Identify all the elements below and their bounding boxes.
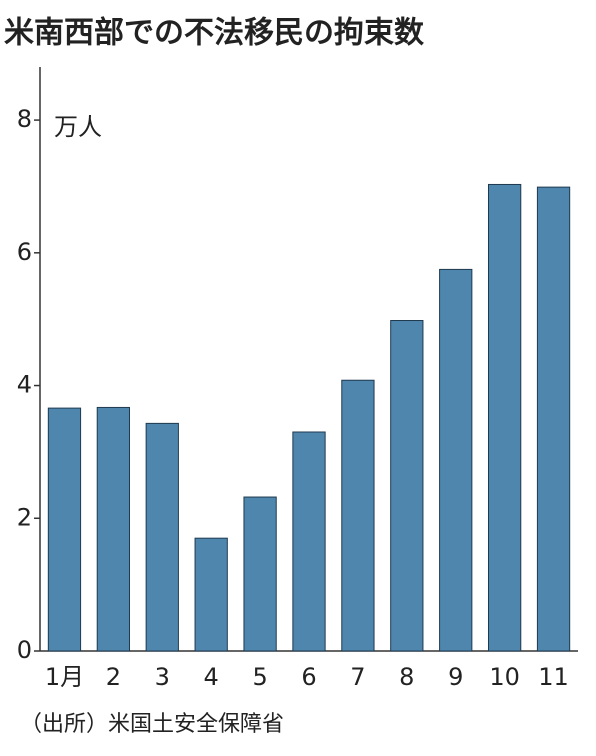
bar xyxy=(47,407,82,652)
y-tick-label: 4 xyxy=(17,371,32,399)
y-tick-label: 6 xyxy=(17,238,32,266)
x-tick-label: 9 xyxy=(448,663,463,691)
x-tick-label: 2 xyxy=(106,663,121,691)
bar xyxy=(96,406,131,652)
bar xyxy=(487,183,522,652)
bar xyxy=(341,379,375,652)
bar xyxy=(536,186,571,652)
x-tick-label: 8 xyxy=(399,663,414,691)
x-tick-label: 1月 xyxy=(45,663,84,691)
x-tick-label: 10 xyxy=(489,663,520,691)
x-tick-label: 4 xyxy=(204,663,219,691)
y-tick-label: 0 xyxy=(17,636,32,664)
x-tick-label: 5 xyxy=(252,663,267,691)
x-tick-label: 11 xyxy=(538,663,569,691)
bar xyxy=(292,431,326,652)
bar xyxy=(194,537,228,652)
bar xyxy=(145,422,179,652)
y-unit: 万人 xyxy=(54,113,102,141)
source: （出所）米国土安全保障省 xyxy=(20,712,284,737)
bar xyxy=(390,320,424,652)
x-tick-label: 6 xyxy=(301,663,316,691)
y-tick-label: 2 xyxy=(17,503,32,531)
bar xyxy=(439,268,473,652)
bar xyxy=(243,496,277,652)
x-tick-label: 7 xyxy=(350,663,365,691)
x-tick-label: 3 xyxy=(155,663,170,691)
chart-title: 米南西部での不法移民の拘束数 xyxy=(4,16,425,51)
y-tick-label: 8 xyxy=(17,105,32,133)
